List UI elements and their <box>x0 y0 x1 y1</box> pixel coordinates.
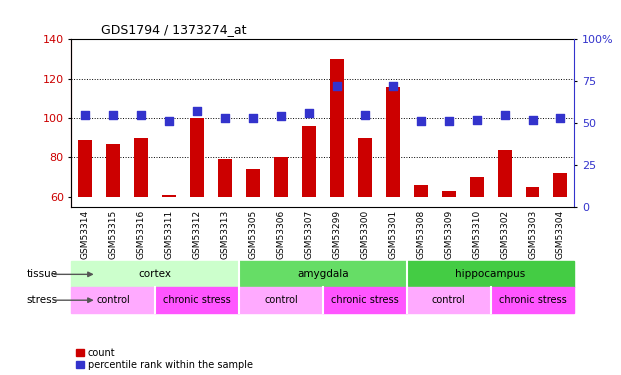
Bar <box>553 173 568 197</box>
Point <box>276 113 286 119</box>
Bar <box>71 261 239 287</box>
Bar <box>162 195 176 197</box>
Point <box>416 118 426 124</box>
Text: stress: stress <box>26 295 58 305</box>
Text: amygdala: amygdala <box>297 269 349 279</box>
Bar <box>330 59 344 197</box>
Bar <box>358 138 372 197</box>
Bar <box>218 159 232 197</box>
Bar <box>469 177 484 197</box>
Bar <box>497 150 512 197</box>
Text: control: control <box>264 295 298 305</box>
Point <box>220 115 230 121</box>
Bar <box>302 126 316 197</box>
Bar <box>323 287 407 313</box>
Bar <box>274 158 288 197</box>
Text: GSM53307: GSM53307 <box>304 209 314 259</box>
Point <box>555 115 565 121</box>
Point <box>304 110 314 116</box>
Bar <box>106 144 120 197</box>
Text: GSM53300: GSM53300 <box>360 209 369 259</box>
Bar <box>78 140 93 197</box>
Text: GSM53311: GSM53311 <box>165 209 174 259</box>
Point <box>164 118 174 124</box>
Text: GSM53301: GSM53301 <box>388 209 397 259</box>
Text: hippocampus: hippocampus <box>455 269 526 279</box>
Text: GDS1794 / 1373274_at: GDS1794 / 1373274_at <box>101 22 247 36</box>
Point <box>499 112 509 118</box>
Text: tissue: tissue <box>26 269 58 279</box>
Bar <box>246 169 260 197</box>
Text: control: control <box>96 295 130 305</box>
Text: cortex: cortex <box>138 269 172 279</box>
Bar <box>239 261 407 287</box>
Text: GSM53305: GSM53305 <box>248 209 258 259</box>
Text: GSM53304: GSM53304 <box>556 209 565 258</box>
Bar <box>155 287 239 313</box>
Bar <box>386 87 400 197</box>
Point <box>248 115 258 121</box>
Bar <box>407 287 491 313</box>
Bar <box>190 118 204 197</box>
Legend: count, percentile rank within the sample: count, percentile rank within the sample <box>76 348 253 370</box>
Bar <box>239 287 323 313</box>
Bar <box>525 187 540 197</box>
Text: GSM53310: GSM53310 <box>472 209 481 259</box>
Point <box>388 83 397 89</box>
Text: GSM53303: GSM53303 <box>528 209 537 259</box>
Point <box>193 108 202 114</box>
Bar <box>442 191 456 197</box>
Text: GSM53308: GSM53308 <box>416 209 425 259</box>
Point <box>360 112 369 118</box>
Bar <box>491 287 574 313</box>
Point <box>528 117 538 123</box>
Text: GSM53309: GSM53309 <box>444 209 453 259</box>
Text: GSM53299: GSM53299 <box>332 209 342 258</box>
Point <box>109 112 119 118</box>
Bar <box>71 287 155 313</box>
Text: GSM53312: GSM53312 <box>193 209 202 258</box>
Point <box>332 83 342 89</box>
Text: GSM53316: GSM53316 <box>137 209 146 259</box>
Point <box>443 118 453 124</box>
Text: GSM53313: GSM53313 <box>220 209 230 259</box>
Text: chronic stress: chronic stress <box>331 295 399 305</box>
Text: GSM53315: GSM53315 <box>109 209 118 259</box>
Text: chronic stress: chronic stress <box>163 295 231 305</box>
Text: control: control <box>432 295 466 305</box>
Point <box>472 117 482 123</box>
Text: GSM53306: GSM53306 <box>276 209 286 259</box>
Bar <box>414 185 428 197</box>
Point <box>81 112 91 118</box>
Text: GSM53302: GSM53302 <box>500 209 509 258</box>
Text: GSM53314: GSM53314 <box>81 209 90 258</box>
Point <box>137 112 147 118</box>
Bar <box>134 138 148 197</box>
Bar <box>407 261 574 287</box>
Text: chronic stress: chronic stress <box>499 295 566 305</box>
